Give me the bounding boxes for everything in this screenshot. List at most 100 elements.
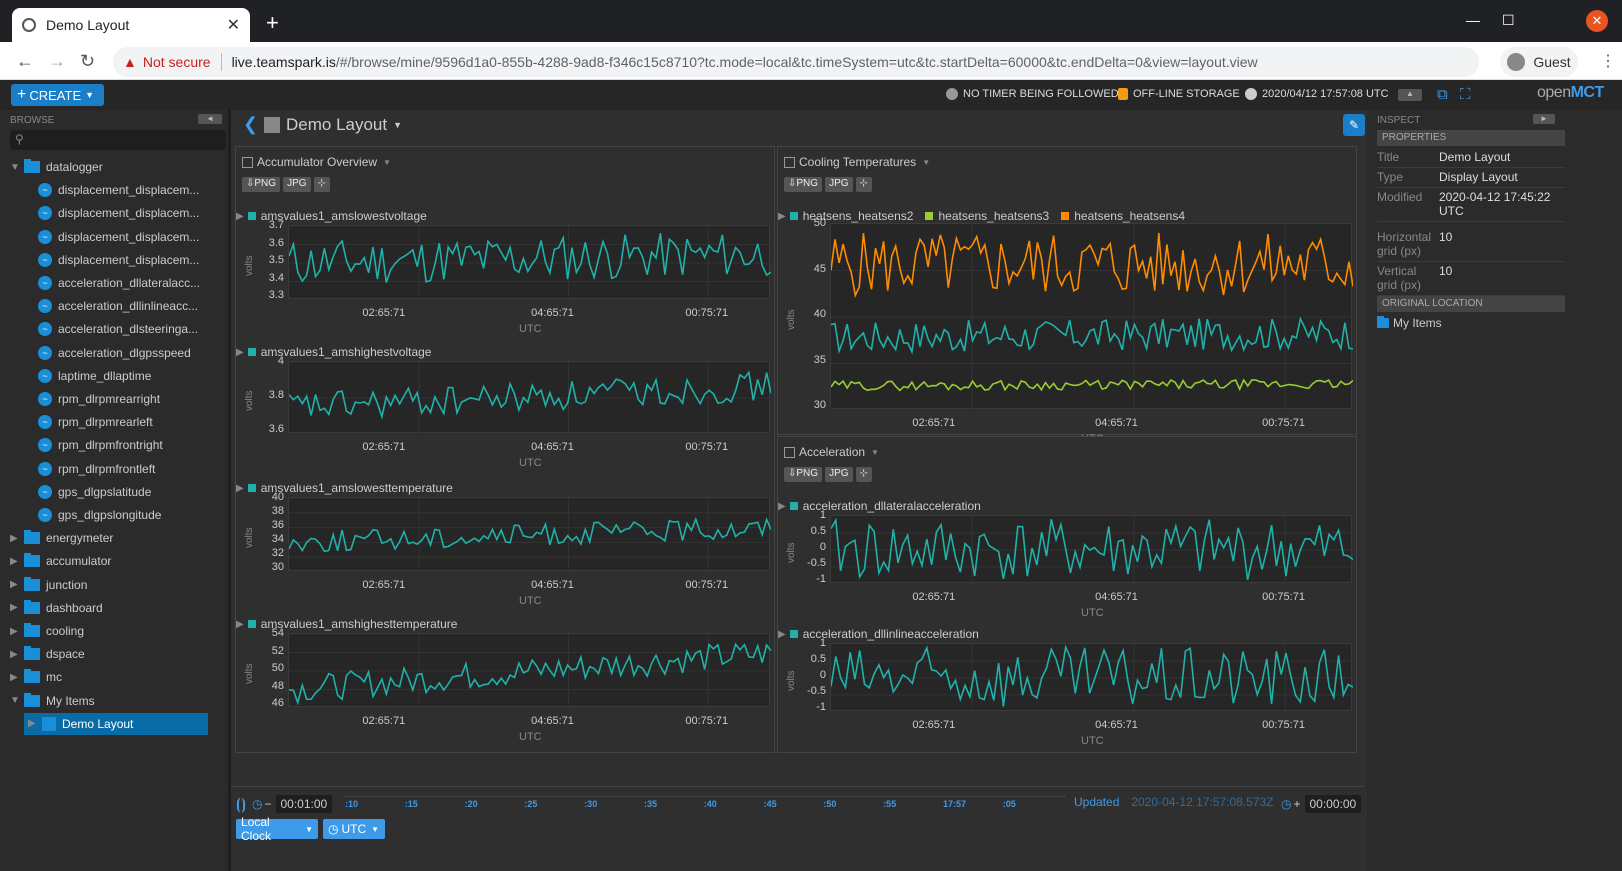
maximize-icon[interactable]: ☐: [1502, 12, 1515, 28]
pane-splitter[interactable]: [228, 110, 231, 871]
collapsed-arrow-icon[interactable]: ▶: [10, 602, 18, 614]
frame-header[interactable]: Acceleration ▼: [784, 445, 879, 459]
caret-down-icon[interactable]: ▼: [871, 447, 879, 457]
reset-zoom-button[interactable]: ⊹: [855, 177, 872, 192]
layout-frame[interactable]: Acceleration ▼ ⇩PNG JPG ⊹ ▶ acceleration_dllat…: [777, 436, 1357, 753]
tree-item[interactable]: ~ gps_dlgpslatitude: [24, 481, 151, 503]
storage-indicator[interactable]: OFF-LINE STORAGE: [1118, 88, 1240, 100]
timer-indicator[interactable]: NO TIMER BEING FOLLOWED: [946, 88, 1119, 100]
tree-item[interactable]: ▶ accumulator: [10, 550, 111, 572]
clock-menu-button[interactable]: Local Clock ▼: [236, 815, 318, 843]
menu-kebab-icon[interactable]: ⋮: [1600, 53, 1616, 70]
expand-arrow-icon[interactable]: ▶: [778, 628, 786, 640]
plot-area[interactable]: [288, 497, 771, 572]
layout-title[interactable]: Demo Layout ▼: [264, 115, 402, 135]
plot-series-title[interactable]: ▶ amsvalues1_amslowesttemperature: [236, 481, 453, 495]
expand-arrow-icon[interactable]: ▶: [236, 618, 244, 630]
export-png-button[interactable]: ⇩PNG: [784, 467, 823, 482]
edit-pencil-button[interactable]: ✎: [1343, 114, 1365, 136]
tree-item[interactable]: ~ acceleration_dlsteeringa...: [24, 318, 198, 340]
tree-item[interactable]: ▼ My Items: [10, 690, 95, 712]
expand-arrow-icon[interactable]: ▶: [236, 210, 244, 222]
browser-tab[interactable]: Demo Layout ✕: [12, 8, 250, 42]
start-offset-input[interactable]: 00:01:00: [275, 795, 333, 813]
tree-item[interactable]: ▶ mc: [10, 666, 62, 688]
collapse-toolbar-button[interactable]: ▲: [1398, 89, 1422, 101]
export-png-button[interactable]: ⇩PNG: [784, 177, 823, 192]
collapsed-arrow-icon[interactable]: ▶: [10, 579, 18, 591]
timesystem-menu-button[interactable]: ◷ UTC ▼: [323, 819, 385, 839]
conductor-bracket-icon[interactable]: ⦗⦘: [236, 795, 246, 813]
expand-arrow-icon[interactable]: ▶: [778, 500, 786, 512]
create-button[interactable]: + CREATE ▼: [11, 84, 104, 106]
new-window-icon[interactable]: ⧉: [1437, 86, 1448, 103]
tree-item[interactable]: ~ acceleration_dllinlineacc...: [24, 295, 198, 317]
reload-icon[interactable]: ↻: [80, 51, 96, 71]
collapsed-arrow-icon[interactable]: ▶: [10, 532, 18, 544]
expanded-arrow-icon[interactable]: ▼: [10, 695, 20, 707]
tree-item[interactable]: ▶ cooling: [10, 620, 84, 642]
layout-frame[interactable]: Cooling Temperatures ▼ ⇩PNG JPG ⊹ ▶ heatsens_h…: [777, 146, 1357, 445]
export-jpg-button[interactable]: JPG: [825, 177, 853, 192]
frame-header[interactable]: Accumulator Overview ▼: [242, 155, 391, 169]
search-input[interactable]: ⚲: [10, 130, 226, 150]
layout-frame[interactable]: Accumulator Overview ▼ ⇩PNG JPG ⊹ ▶ amsvalues1…: [235, 146, 775, 753]
export-jpg-button[interactable]: JPG: [825, 467, 853, 482]
close-tab-icon[interactable]: ✕: [226, 17, 240, 34]
tree-item[interactable]: ~ displacement_displacem...: [24, 202, 199, 224]
collapsed-arrow-icon[interactable]: ▶: [10, 555, 18, 567]
collapsed-arrow-icon[interactable]: ▶: [10, 648, 18, 660]
tree-item[interactable]: ▶ Demo Layout: [24, 712, 208, 735]
reset-zoom-button[interactable]: ⊹: [855, 467, 872, 482]
tree-item[interactable]: ~ acceleration_dlgpsspeed: [24, 342, 191, 364]
collapsed-arrow-icon[interactable]: ▶: [10, 671, 18, 683]
new-tab-button[interactable]: +: [266, 10, 279, 35]
tree-item[interactable]: ~ rpm_dlrpmrearright: [24, 388, 160, 410]
tree-item[interactable]: ~ acceleration_dllateralacc...: [24, 272, 200, 294]
plot-series-title[interactable]: ▶ amsvalues1_amslowestvoltage: [236, 209, 427, 223]
tree-item[interactable]: ▶ junction: [10, 574, 87, 596]
plot-series-title[interactable]: ▶ acceleration_dllinlineacceleration: [778, 627, 979, 641]
plot-area[interactable]: [288, 361, 771, 434]
tree-item[interactable]: ~ displacement_displacem...: [24, 226, 199, 248]
tree-item[interactable]: ~ gps_dlgpslongitude: [24, 504, 161, 526]
url-bar[interactable]: ▲ Not secure live.teamspark.is/#/browse/…: [113, 47, 1479, 77]
profile-button[interactable]: Guest: [1500, 47, 1578, 77]
collapse-inspect-button[interactable]: ►: [1533, 114, 1555, 124]
collapse-browse-button[interactable]: ◄: [198, 114, 222, 124]
tree-item[interactable]: ~ rpm_dlrpmfrontright: [24, 434, 163, 456]
tree-item[interactable]: ▶ energymeter: [10, 527, 113, 549]
tree-item[interactable]: ~ rpm_dlrpmrearleft: [24, 411, 153, 433]
forward-arrow-icon[interactable]: →: [48, 51, 66, 71]
frame-header[interactable]: Cooling Temperatures ▼: [784, 155, 930, 169]
plot-area[interactable]: [288, 225, 771, 300]
tree-item[interactable]: ~ displacement_displacem...: [24, 179, 199, 201]
expand-arrow-icon[interactable]: ▶: [778, 210, 786, 222]
back-chevron-icon[interactable]: ❮: [243, 114, 259, 134]
plot-area[interactable]: [288, 633, 771, 708]
expanded-arrow-icon[interactable]: ▼: [10, 161, 20, 173]
export-jpg-button[interactable]: JPG: [283, 177, 311, 192]
end-offset-input[interactable]: 00:00:00: [1304, 795, 1362, 813]
window-close-icon[interactable]: ✕: [1586, 10, 1608, 32]
tree-item[interactable]: ~ rpm_dlrpmfrontleft: [24, 458, 155, 480]
tree-item[interactable]: ~ laptime_dllaptime: [24, 365, 151, 387]
minimize-icon[interactable]: —: [1466, 12, 1480, 28]
plot-area[interactable]: [830, 515, 1353, 584]
original-location-link[interactable]: My Items: [1377, 316, 1442, 330]
expand-arrow-icon[interactable]: ▶: [236, 482, 244, 494]
plot-area[interactable]: [830, 223, 1353, 410]
back-arrow-icon[interactable]: ←: [16, 51, 34, 71]
collapsed-arrow-icon[interactable]: ▶: [10, 625, 18, 637]
tree-item[interactable]: ▶ dspace: [10, 643, 85, 665]
tree-item[interactable]: ~ displacement_displacem...: [24, 249, 199, 271]
tree-item[interactable]: ▼ datalogger: [10, 156, 103, 178]
plot-series-title[interactable]: ▶ amsvalues1_amshighesttemperature: [236, 617, 457, 631]
time-axis[interactable]: :10:15:20:25:30:35:40:45:50:55 17:57:05: [345, 796, 1065, 810]
collapsed-arrow-icon[interactable]: ▶: [28, 718, 36, 730]
export-png-button[interactable]: ⇩PNG: [242, 177, 281, 192]
expand-arrow-icon[interactable]: ▶: [236, 346, 244, 358]
caret-down-icon[interactable]: ▼: [383, 157, 391, 167]
reset-zoom-button[interactable]: ⊹: [313, 177, 330, 192]
plot-area[interactable]: [830, 643, 1353, 712]
